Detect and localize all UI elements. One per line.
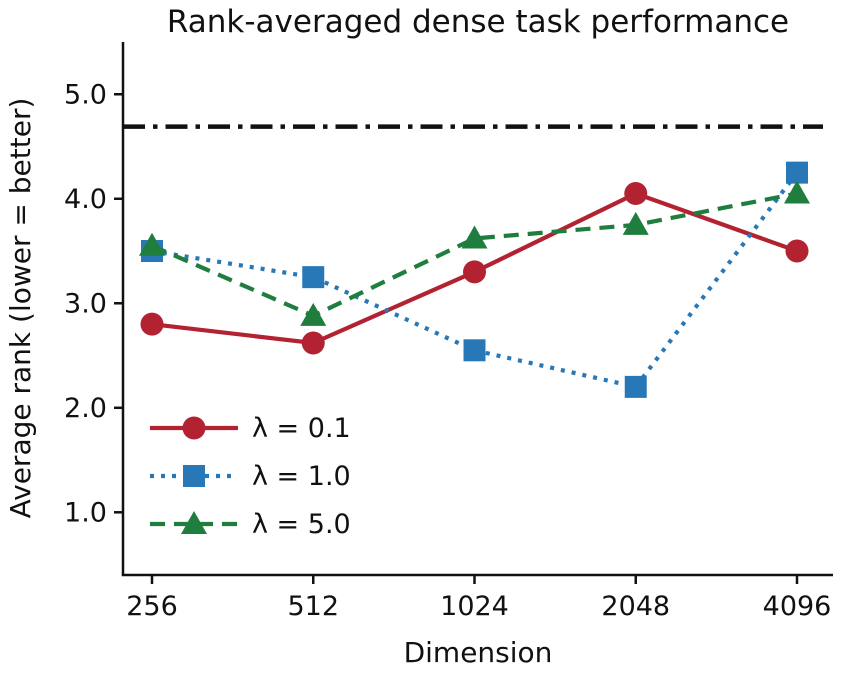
- series-marker-1: [463, 339, 486, 362]
- series-marker-0: [463, 260, 486, 284]
- series-line-1: [151, 171, 799, 390]
- chart-title: Rank-averaged dense task performance: [167, 4, 789, 40]
- x-tick-label: 4096: [763, 591, 832, 622]
- y-tick-label: 2.0: [64, 393, 107, 424]
- x-tick-label: 256: [126, 591, 178, 622]
- x-tick-label: 1024: [440, 591, 509, 622]
- series-marker-2: [622, 211, 649, 235]
- series-marker-2: [461, 225, 488, 249]
- series-marker-2: [139, 232, 165, 256]
- series-marker-2: [784, 180, 810, 204]
- series-marker-1: [624, 375, 647, 398]
- plot-area: 1.0 2.0 3.0 4.0 5.0 256 512 1024 2048 4096 λ = 0.1…: [64, 42, 833, 622]
- legend-marker-1: [183, 465, 205, 487]
- x-tick-label: 2048: [601, 591, 670, 622]
- series-marker-1: [302, 266, 325, 289]
- y-tick-label: 1.0: [64, 497, 107, 528]
- series-marker-1: [786, 161, 808, 184]
- y-tick-label: 3.0: [64, 288, 107, 319]
- legend-label-0: λ = 0.1: [252, 413, 351, 444]
- x-axis-label: Dimension: [404, 636, 553, 669]
- y-tick-label: 5.0: [64, 79, 107, 110]
- series-marker-2: [300, 302, 327, 326]
- y-axis-label: Average rank (lower = better): [4, 98, 37, 519]
- legend-marker-0: [182, 416, 206, 440]
- series-marker-0: [624, 182, 648, 206]
- x-tick-label: 512: [287, 591, 339, 622]
- series-marker-0: [140, 312, 164, 336]
- series-line-2: [151, 191, 798, 319]
- series-marker-0: [785, 239, 809, 263]
- legend-label-1: λ = 1.0: [252, 461, 351, 492]
- legend-marker-2: [181, 511, 207, 534]
- y-tick-label: 4.0: [64, 184, 107, 215]
- series-marker-0: [301, 331, 325, 355]
- legend-label-2: λ = 5.0: [252, 509, 351, 540]
